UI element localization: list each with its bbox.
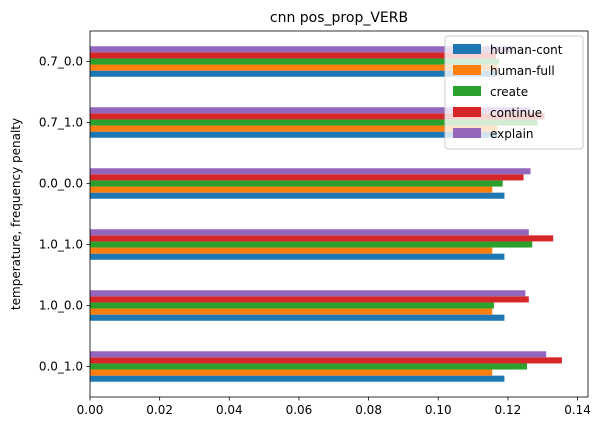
y-tick-label: 0.0_1.0 (39, 360, 83, 374)
bar-continue-1.0_1.0 (90, 235, 554, 242)
y-axis-ticks: 0.0_1.0 1.0_0.0 1.0_1.0 0.0_0.0 0.7_1.0 0.7_0… (39, 55, 90, 374)
legend-label-create: create (490, 85, 528, 99)
bar-explain-0.7_0.0 (90, 46, 514, 53)
bar-human-cont-1.0_1.0 (90, 253, 505, 260)
x-tick-label: 0.00 (77, 403, 104, 417)
bar-create-0.0_1.0 (90, 363, 528, 370)
bar-explain-0.0_0.0 (90, 168, 531, 175)
legend-label-human-full: human-full (490, 64, 555, 78)
legend-swatch-explain (453, 128, 481, 138)
bar-create-0.7_1.0 (90, 119, 538, 126)
bar-human-full-0.0_1.0 (90, 369, 493, 376)
bar-human-full-0.7_1.0 (90, 125, 498, 132)
bar-human-cont-0.0_0.0 (90, 192, 505, 199)
bar-human-cont-0.7_1.0 (90, 131, 498, 138)
y-tick-label: 1.0_0.0 (39, 299, 83, 313)
bar-human-full-0.0_0.0 (90, 186, 493, 193)
legend-swatch-continue (453, 107, 481, 117)
bar-explain-1.0_0.0 (90, 290, 526, 297)
bar-human-cont-0.7_0.0 (90, 70, 498, 77)
legend-label-human-cont: human-cont (490, 43, 563, 57)
legend-swatch-human-full (453, 65, 481, 75)
bar-explain-0.0_1.0 (90, 351, 547, 358)
y-tick-label: 0.7_0.0 (39, 55, 83, 69)
bar-continue-1.0_0.0 (90, 296, 529, 303)
chart-title: cnn pos_prop_VERB (270, 10, 408, 26)
bar-create-1.0_1.0 (90, 241, 533, 248)
bars-layer (90, 46, 562, 382)
legend-label-continue: continue (490, 106, 542, 120)
y-axis-label: temperature, frequency penalty (9, 118, 23, 310)
bar-continue-0.7_0.0 (90, 52, 496, 59)
x-tick-label: 0.04 (216, 403, 243, 417)
y-tick-label: 1.0_1.0 (39, 238, 83, 252)
x-tick-label: 0.12 (495, 403, 522, 417)
bar-create-0.7_0.0 (90, 58, 500, 65)
bar-human-full-0.7_0.0 (90, 64, 498, 71)
bar-continue-0.0_0.0 (90, 174, 524, 181)
legend-swatch-create (453, 86, 481, 96)
legend: human-cont human-full create continue explai… (444, 35, 584, 150)
y-tick-label: 0.0_0.0 (39, 177, 83, 191)
x-tick-label: 0.02 (146, 403, 173, 417)
x-axis-ticks: 0.00 0.02 0.04 0.06 0.08 0.10 0.12 0.14 (77, 397, 591, 417)
bar-continue-0.7_1.0 (90, 113, 545, 120)
x-tick-label: 0.06 (286, 403, 313, 417)
legend-label-explain: explain (490, 127, 534, 141)
bar-human-full-1.0_1.0 (90, 247, 493, 254)
x-tick-label: 0.08 (355, 403, 382, 417)
axes-frame (89, 30, 589, 398)
bar-continue-0.0_1.0 (90, 357, 562, 364)
bar-create-1.0_0.0 (90, 302, 494, 309)
x-tick-label: 0.14 (564, 403, 591, 417)
x-tick-label: 0.10 (425, 403, 452, 417)
bar-explain-0.7_1.0 (90, 107, 531, 114)
legend-box (444, 35, 584, 150)
bar-human-cont-1.0_0.0 (90, 314, 505, 321)
bar-human-cont-0.0_1.0 (90, 375, 505, 382)
y-tick-label: 0.7_1.0 (39, 116, 83, 130)
legend-swatch-human-cont (453, 44, 481, 54)
bar-human-full-1.0_0.0 (90, 308, 493, 315)
bar-explain-1.0_1.0 (90, 229, 529, 236)
bar-create-0.0_0.0 (90, 180, 503, 187)
